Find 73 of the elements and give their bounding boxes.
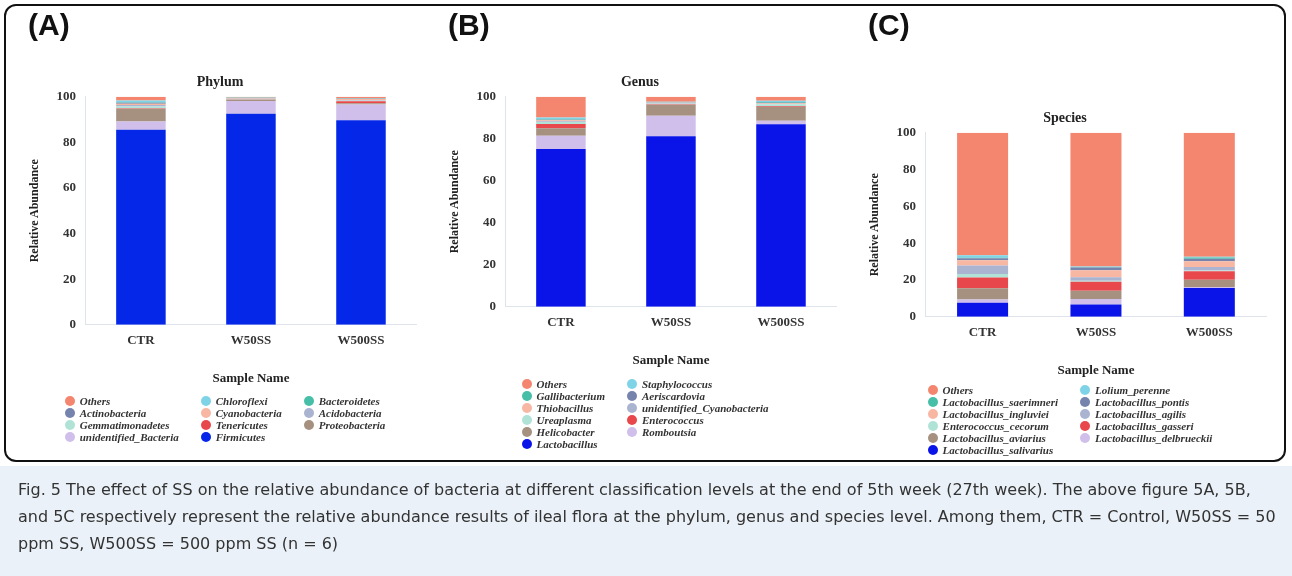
legend-label: Lactobacillus_agilis [1095,408,1187,420]
y-tick-label: 40 [902,234,916,250]
legend-label: Helicobacter [536,426,595,438]
legend-label: unidentified_Bacteria [79,431,179,443]
y-tick-label: 0 [489,298,496,314]
x-axis-title: Sample Name [212,369,290,385]
legend-label: Lactobacillus_ingluviei [942,408,1049,420]
y-tick-label: 20 [62,270,76,286]
legend-label: Bacteroidetes [318,395,380,407]
x-axis-title: Sample Name [632,351,710,367]
x-tick-label: W500SS [757,313,805,329]
text: (B) [448,8,490,42]
legend-label: Chloroflexi [215,395,268,407]
legend-label: Actinobacteria [79,407,147,419]
y-axis-title: Relative Abundance [867,172,882,277]
y-tick-label: 20 [902,271,916,287]
legend-label: Thiobacillus [536,402,594,414]
y-axis-title: Relative Abundance [447,149,462,254]
y-tick-label: 100 [896,124,916,140]
legend-label: Lactobacillus_aviarius [942,432,1046,444]
x-tick-label: W500SS [337,331,385,347]
y-tick-label: 0 [909,308,916,324]
legend-label: Lactobacillus [536,438,598,450]
legend-label: Firmicutes [215,431,266,443]
legend-label: Gemmatimonadetes [79,419,170,431]
text: (A) [28,8,70,42]
legend-label: Others [942,384,974,396]
y-tick-label: 40 [62,224,76,240]
legend-label: Gallibacterium [536,390,605,402]
x-tick-label: CTR [127,331,156,347]
y-tick-label: 60 [902,197,916,213]
legend-label: unidentified_Cyanobacteria [641,402,769,414]
legend-label: Lactobacillus_gasseri [1095,420,1194,432]
legend-label: Lactobacillus_delbrueckii [1095,432,1213,444]
legend-label: Lolium_perenne [1095,384,1171,396]
legend-label: Enterococcus_cecorum [942,420,1049,432]
chart-title: Genus [620,74,660,90]
y-tick-label: 40 [482,214,496,230]
legend-label: Lactobacillus_saerimneri [942,396,1059,408]
x-tick-label: CTR [968,323,997,339]
legend-label: Others [536,378,568,390]
caption: Fig. 5 The effect of SS on the relative abundance of bacteria at different classification levels at the end of 5th week (27th week). The above figure 5A, 5B, and 5C respectively represent the relative abundance results of ileal flora at the phylum, genus and species level. Among them, CTR = Control, W50SS = 50 ppm SS, W500SS = 500 ppm SS (n = 6) [0,466,1292,576]
y-tick-label: 100 [476,88,496,104]
y-tick-label: 60 [482,172,496,188]
legend-label: Aeriscardovia [641,390,705,402]
legend-label: Staphylococcus [641,378,713,390]
legend-label: Cyanobacteria [215,407,282,419]
legend-label: Tenericutes [215,419,268,431]
y-tick-label: 60 [62,179,76,195]
legend-label: Romboutsia [641,426,697,438]
x-tick-label: W50SS [230,331,272,347]
x-tick-label: W500SS [1185,323,1233,339]
legend-label: Acidobacteria [318,407,382,419]
y-tick-label: 100 [56,88,76,104]
legend-label: Enterococcus [641,414,704,426]
chart-title: Phylum [196,74,244,90]
y-tick-label: 20 [482,256,496,272]
x-tick-label: W50SS [1075,323,1117,339]
legend-label: Proteobacteria [318,419,386,431]
legend-label: Others [79,395,111,407]
x-tick-label: CTR [547,313,576,329]
x-axis-title: Sample Name [1057,361,1135,377]
y-tick-label: 80 [482,130,496,146]
y-tick-label: 80 [62,133,76,149]
legend-label: Ureaplasma [536,414,592,426]
y-tick-label: 0 [69,316,76,332]
y-axis-title: Relative Abundance [27,158,42,263]
x-tick-label: W50SS [650,313,692,329]
legend-label: Lactobacillus_salivarius [942,444,1054,456]
chart-title: Species [1043,110,1088,126]
text: (C) [868,8,910,42]
legend-label: Lactobacillus_pontis [1095,396,1190,408]
y-tick-label: 80 [902,160,916,176]
